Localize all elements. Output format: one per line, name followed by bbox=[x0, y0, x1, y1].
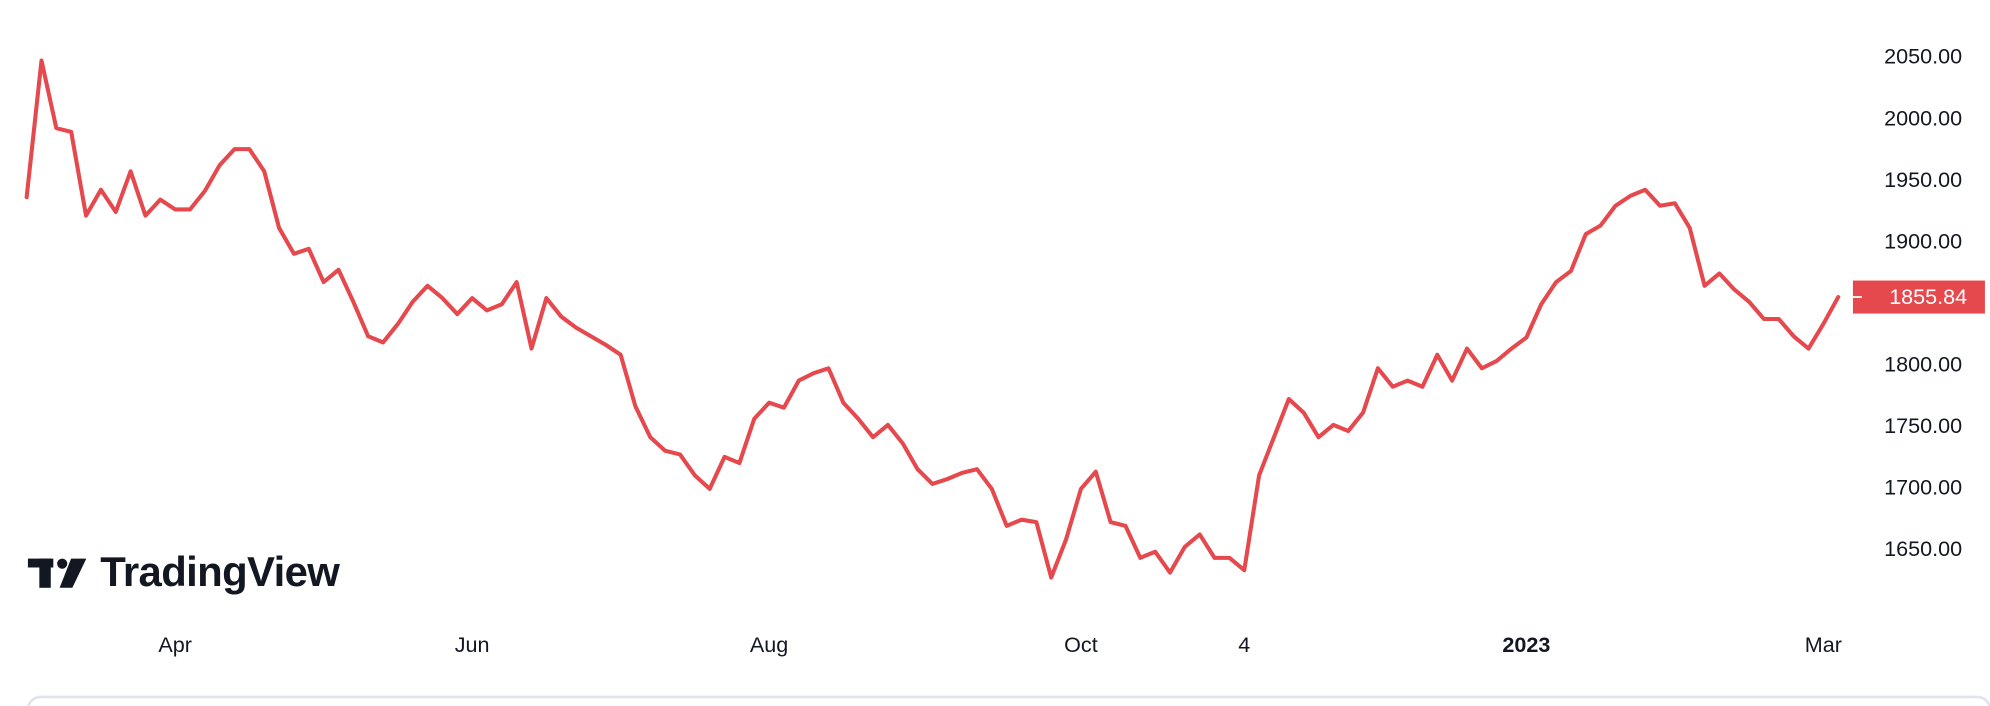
x-tick-label: Oct bbox=[1064, 632, 1098, 657]
y-tick-label: 1800.00 bbox=[1884, 352, 1962, 377]
y-tick-label: 1650.00 bbox=[1884, 536, 1962, 561]
x-tick-label: 2023 bbox=[1502, 632, 1550, 657]
x-tick-label: Apr bbox=[158, 632, 192, 657]
y-tick-label: 1900.00 bbox=[1884, 228, 1962, 253]
y-tick-label: 2000.00 bbox=[1884, 105, 1962, 130]
y-tick-label: 1700.00 bbox=[1884, 475, 1962, 500]
watermark-logo bbox=[27, 558, 87, 588]
y-tick-label: 1950.00 bbox=[1884, 167, 1962, 192]
y-tick-label: 2050.00 bbox=[1884, 44, 1962, 69]
price-line bbox=[24, 58, 1841, 580]
x-tick-label: 4 bbox=[1238, 632, 1250, 657]
x-tick-label: Jun bbox=[455, 632, 490, 657]
x-tick-label: Aug bbox=[750, 632, 788, 657]
watermark: TradingView bbox=[100, 548, 340, 595]
x-tick-label: Mar bbox=[1805, 632, 1842, 657]
bottom-panel bbox=[27, 695, 1990, 706]
last-price-label: 1855.84 bbox=[1889, 284, 1967, 309]
last-price-box bbox=[1852, 280, 1985, 314]
y-tick-label: 1750.00 bbox=[1884, 413, 1962, 438]
